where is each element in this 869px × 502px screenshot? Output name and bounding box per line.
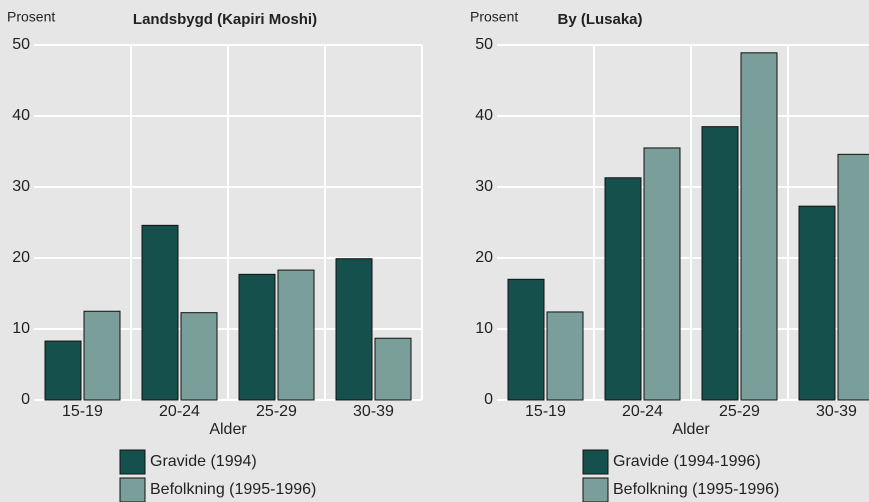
bar: [180, 312, 218, 401]
chart-title: Landsbygd (Kapiri Moshi): [133, 11, 317, 28]
bar: [740, 52, 778, 401]
y-tick-label: 50: [475, 36, 493, 53]
bar: [83, 310, 121, 401]
bar: [604, 177, 642, 401]
bar: [546, 311, 584, 401]
legend-swatch: [582, 477, 609, 502]
y-tick-label: 40: [475, 107, 493, 124]
legend-label: Befolkning (1995-1996): [150, 481, 316, 498]
x-tick-label: 30-39: [353, 403, 394, 420]
y-tick-label: 20: [475, 249, 493, 266]
y-tick-label: 10: [12, 320, 30, 337]
x-tick-label: 30-39: [816, 403, 857, 420]
bar: [643, 147, 681, 401]
x-axis-label: Alder: [209, 421, 247, 438]
legend-label: Gravide (1994-1996): [613, 453, 761, 470]
legend-label: Gravide (1994): [150, 453, 257, 470]
y-tick-label: 20: [12, 249, 30, 266]
bar: [44, 340, 82, 401]
y-tick-label: 0: [484, 391, 493, 408]
bar: [701, 126, 739, 401]
y-tick-label: 50: [12, 36, 30, 53]
bar: [335, 258, 373, 401]
x-tick-label: 25-29: [719, 403, 760, 420]
x-tick-label: 25-29: [256, 403, 297, 420]
y-axis-label: Prosent: [470, 9, 518, 25]
legend-label: Befolkning (1995-1996): [613, 481, 779, 498]
y-axis-label: Prosent: [7, 9, 55, 25]
bar: [141, 224, 179, 401]
legend-swatch: [119, 449, 146, 475]
bar: [507, 278, 545, 401]
bar: [238, 273, 276, 401]
bar: [374, 337, 412, 401]
y-tick-label: 30: [12, 178, 30, 195]
legend-swatch: [119, 477, 146, 502]
x-tick-label: 15-19: [62, 403, 103, 420]
y-tick-label: 40: [12, 107, 30, 124]
x-axis-label: Alder: [672, 421, 710, 438]
chart-title: By (Lusaka): [557, 11, 642, 28]
x-tick-label: 20-24: [159, 403, 200, 420]
y-tick-label: 30: [475, 178, 493, 195]
bar: [798, 205, 836, 401]
y-tick-label: 10: [475, 320, 493, 337]
bar: [837, 153, 869, 401]
y-tick-label: 0: [21, 391, 30, 408]
legend-swatch: [582, 449, 609, 475]
x-tick-label: 15-19: [525, 403, 566, 420]
x-tick-label: 20-24: [622, 403, 663, 420]
bar: [277, 269, 315, 401]
